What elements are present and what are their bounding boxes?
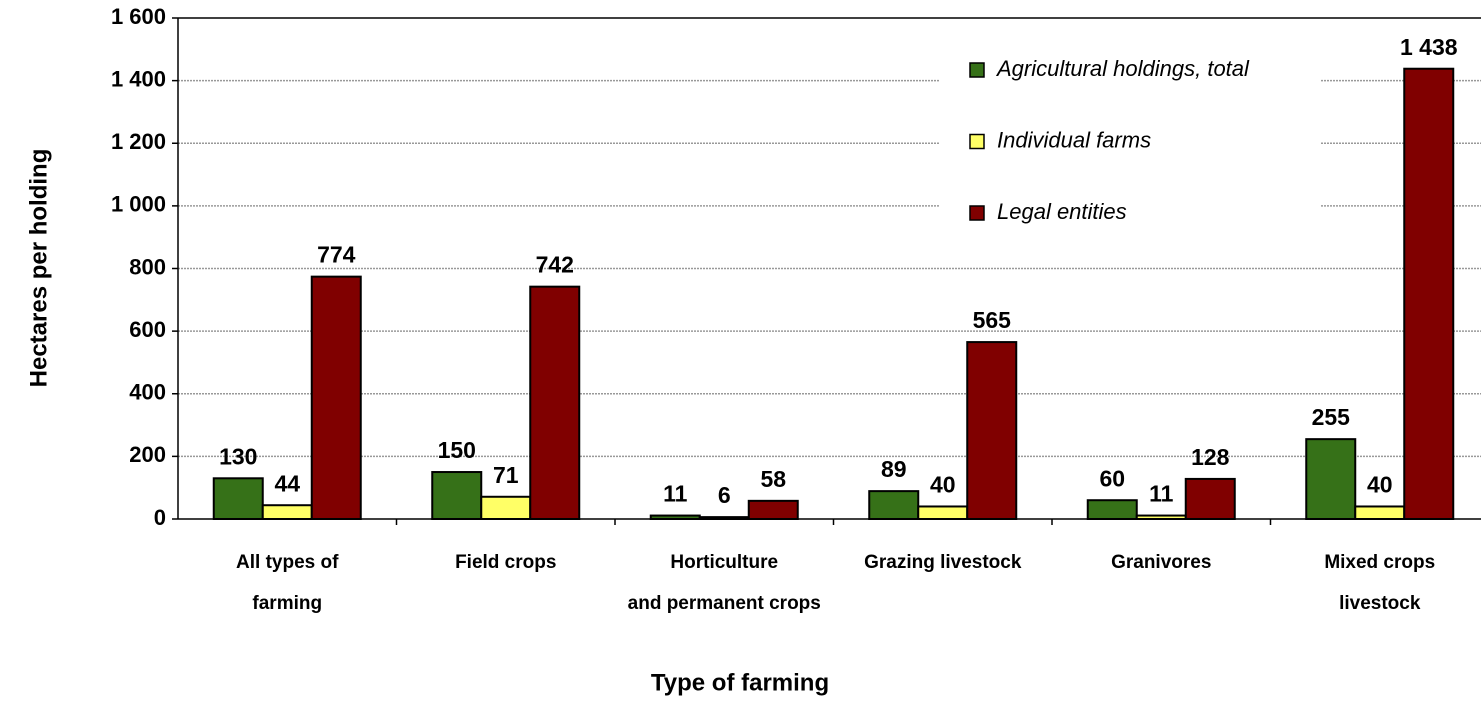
bar (431, 471, 483, 520)
bar (698, 516, 750, 521)
bar (747, 499, 799, 520)
data-label: 58 (760, 466, 786, 492)
y-axis-title: Hectares per holding (25, 149, 52, 388)
data-label: 60 (1099, 465, 1125, 491)
x-tick-label: and permanent crops (628, 593, 821, 614)
data-label: 11 (1149, 481, 1174, 507)
x-axis-title: Type of farming (651, 669, 829, 696)
legend-label: Individual farms (997, 127, 1151, 152)
y-tick-label: 1 400 (111, 66, 166, 91)
y-tick-label: 400 (129, 380, 166, 405)
x-tick-label: Grazing livestock (864, 552, 1022, 573)
y-tick-label: 1 000 (111, 192, 166, 217)
data-label: 565 (973, 307, 1012, 333)
data-label: 1 438 (1400, 34, 1458, 60)
bar (529, 285, 581, 520)
data-label: 774 (317, 242, 356, 268)
data-label: 128 (1191, 444, 1230, 470)
x-tick-label: Horticulture (670, 552, 778, 573)
bar (917, 505, 969, 521)
legend-swatch (969, 205, 985, 221)
x-tick-label: All types of (236, 552, 339, 573)
data-label: 89 (881, 456, 907, 482)
data-label: 130 (219, 443, 257, 469)
bar (480, 495, 532, 521)
bar (1354, 505, 1406, 521)
data-label: 742 (536, 252, 574, 278)
data-label: 40 (930, 472, 956, 498)
y-tick-label: 600 (129, 317, 166, 342)
legend-label: Agricultural holdings, total (995, 56, 1250, 81)
bar (1305, 438, 1357, 521)
data-label: 11 (663, 481, 688, 507)
x-tick-label: livestock (1339, 593, 1421, 614)
data-label: 255 (1312, 404, 1351, 430)
bar (212, 477, 264, 521)
data-label: 40 (1367, 472, 1393, 498)
bar (310, 275, 362, 520)
legend-box (940, 45, 1320, 245)
bar (868, 490, 920, 520)
bar (1135, 514, 1187, 520)
x-tick-label: Mixed crops (1324, 552, 1435, 573)
legend-swatch (969, 133, 985, 150)
bar (1086, 499, 1138, 520)
x-tick-label: Field crops (455, 552, 556, 573)
y-tick-label: 800 (129, 254, 166, 279)
legend-swatch (969, 62, 985, 78)
y-tick-label: 200 (129, 442, 166, 467)
data-label: 6 (718, 482, 731, 508)
data-label: 71 (493, 462, 519, 488)
bar (261, 504, 313, 521)
y-tick-label: 1 600 (111, 4, 166, 29)
bar (1184, 477, 1236, 521)
x-tick-label: Granivores (1111, 552, 1211, 573)
bar (1403, 67, 1455, 520)
x-tick-label: farming (252, 593, 322, 614)
bar (966, 341, 1018, 520)
data-label: 44 (274, 470, 300, 496)
data-label: 150 (438, 437, 476, 463)
legend-label: Legal entities (997, 199, 1127, 224)
bar (649, 514, 701, 520)
y-tick-label: 1 200 (111, 129, 166, 154)
y-tick-label: 0 (154, 505, 166, 530)
